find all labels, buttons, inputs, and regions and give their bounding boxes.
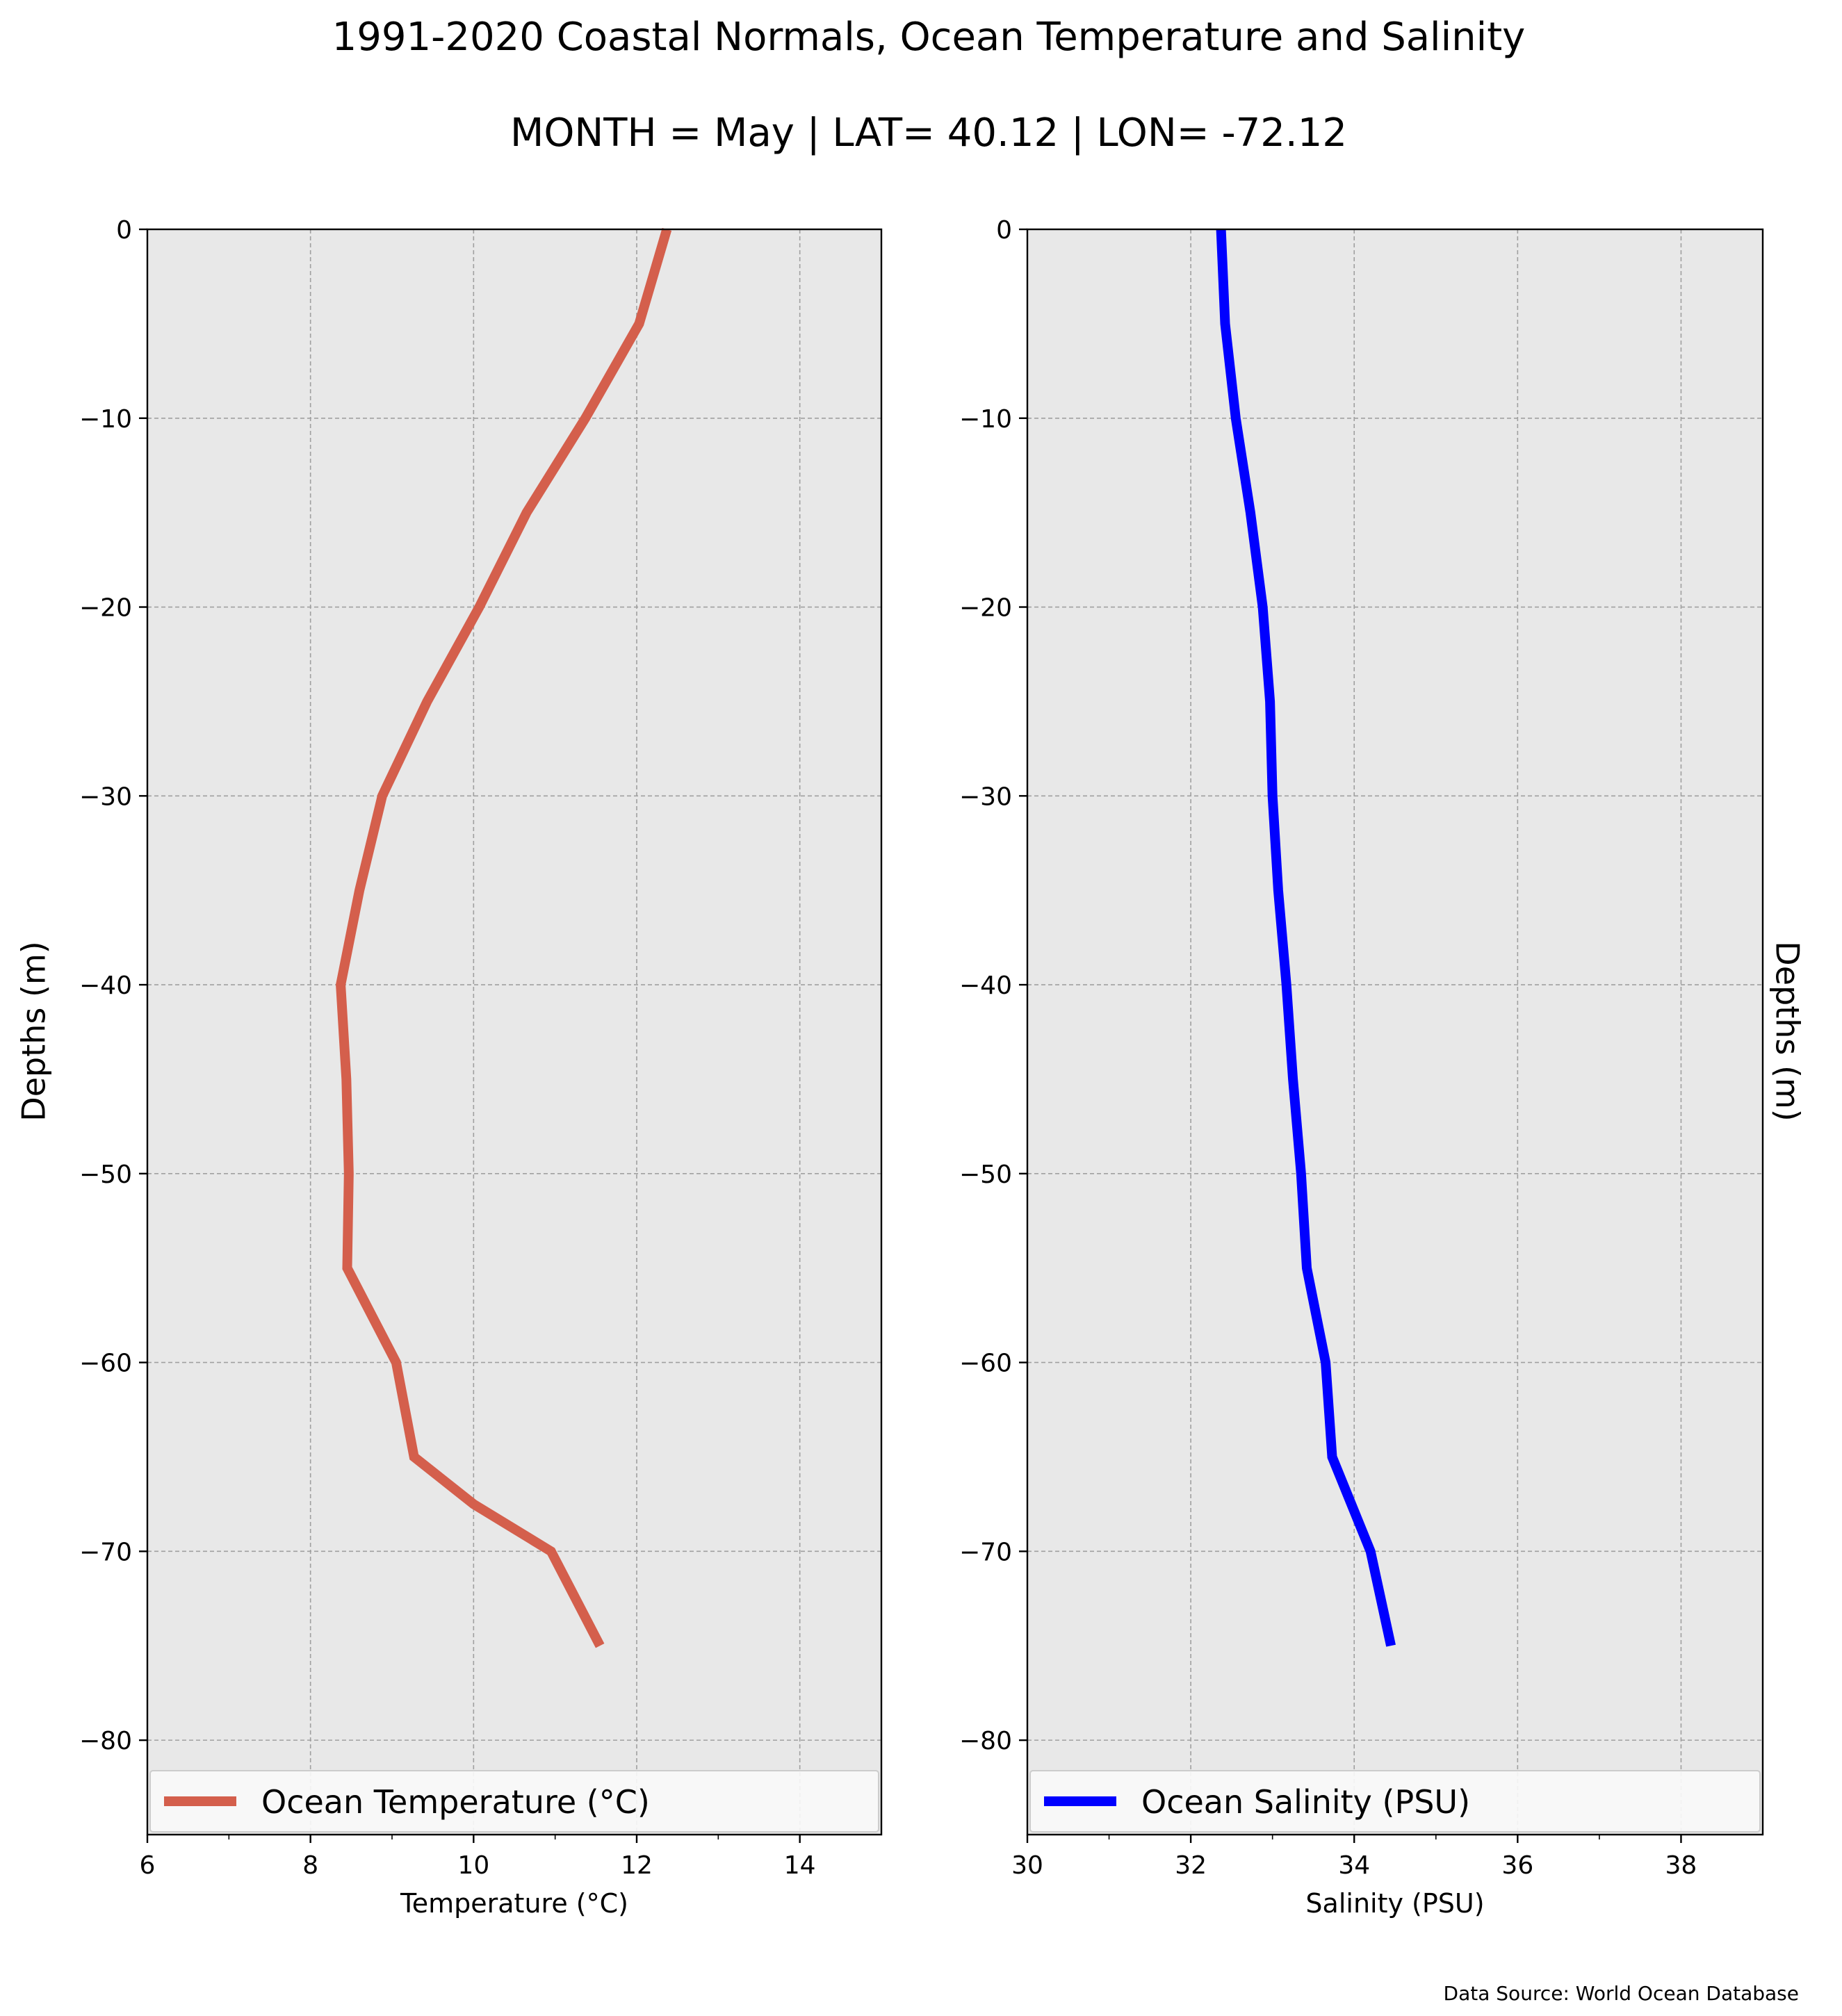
x-tick-label: 10 xyxy=(457,1851,489,1880)
y-tick-label: −10 xyxy=(959,405,1012,434)
y-tick-label: −70 xyxy=(959,1538,1012,1566)
x-tick-label: 30 xyxy=(1011,1851,1043,1880)
legend-box xyxy=(1029,1770,1761,1833)
y-axis-label: Depths (m) xyxy=(1769,941,1807,1121)
x-tick-label: 14 xyxy=(784,1851,816,1880)
y-tick-label: −60 xyxy=(959,1350,1012,1378)
y-tick-label: −40 xyxy=(959,972,1012,1000)
y-tick-label: −20 xyxy=(959,594,1012,623)
y-tick-label: 0 xyxy=(116,216,132,245)
series-line-0 xyxy=(1216,229,1396,1647)
y-tick-label: −50 xyxy=(79,1161,132,1189)
series-line-0 xyxy=(336,228,672,1648)
y-tick-label: −50 xyxy=(959,1161,1012,1189)
salinity-panel: Ocean Salinity (PSU) 30 32 34 36 38 0 −10 −20 −30… xyxy=(959,216,1806,1919)
legend-box xyxy=(149,1770,879,1833)
y-tick-label: −40 xyxy=(79,972,132,1000)
axes-frame xyxy=(1026,228,1764,1836)
x-tick-label: 32 xyxy=(1175,1851,1207,1880)
y-tick-label: −80 xyxy=(959,1727,1012,1755)
y-tick-label: −20 xyxy=(79,594,132,623)
y-tick-label: −70 xyxy=(79,1538,132,1566)
y-tick-label: −30 xyxy=(959,782,1012,811)
x-tick-label: 36 xyxy=(1501,1851,1533,1880)
x-axis-label: Temperature (°C) xyxy=(400,1888,628,1919)
y-tick-label: −80 xyxy=(79,1727,132,1755)
x-tick-label: 38 xyxy=(1665,1851,1697,1880)
y-axis-label: Depths (m) xyxy=(15,941,53,1121)
temperature-panel: Ocean Temperature (°C) 6 8 10 12 14 0 −10 −20 −30… xyxy=(15,216,883,1919)
x-tick-label: 8 xyxy=(302,1851,318,1880)
legend-label: Ocean Temperature (°C) xyxy=(261,1783,650,1821)
x-tick-label: 12 xyxy=(621,1851,653,1880)
y-tick-label: −10 xyxy=(79,405,132,434)
x-axis-label: Salinity (PSU) xyxy=(1305,1888,1484,1919)
y-tick-label: −60 xyxy=(79,1350,132,1378)
data-source-footer: Data Source: World Ocean Database xyxy=(1444,1982,1799,2005)
axes-frame xyxy=(146,228,883,1836)
y-tick-label: −30 xyxy=(79,782,132,811)
figure-subtitle: MONTH = May | LAT= 40.12 | LON= -72.12 xyxy=(510,110,1347,156)
figure-title: 1991-2020 Coastal Normals, Ocean Tempera… xyxy=(332,15,1526,60)
plot-area xyxy=(1027,229,1763,1835)
y-tick-label: 0 xyxy=(996,216,1012,245)
legend-label: Ocean Salinity (PSU) xyxy=(1141,1783,1470,1821)
x-tick-label: 34 xyxy=(1338,1851,1370,1880)
plot-area xyxy=(147,229,881,1835)
x-tick-label: 6 xyxy=(140,1851,156,1880)
